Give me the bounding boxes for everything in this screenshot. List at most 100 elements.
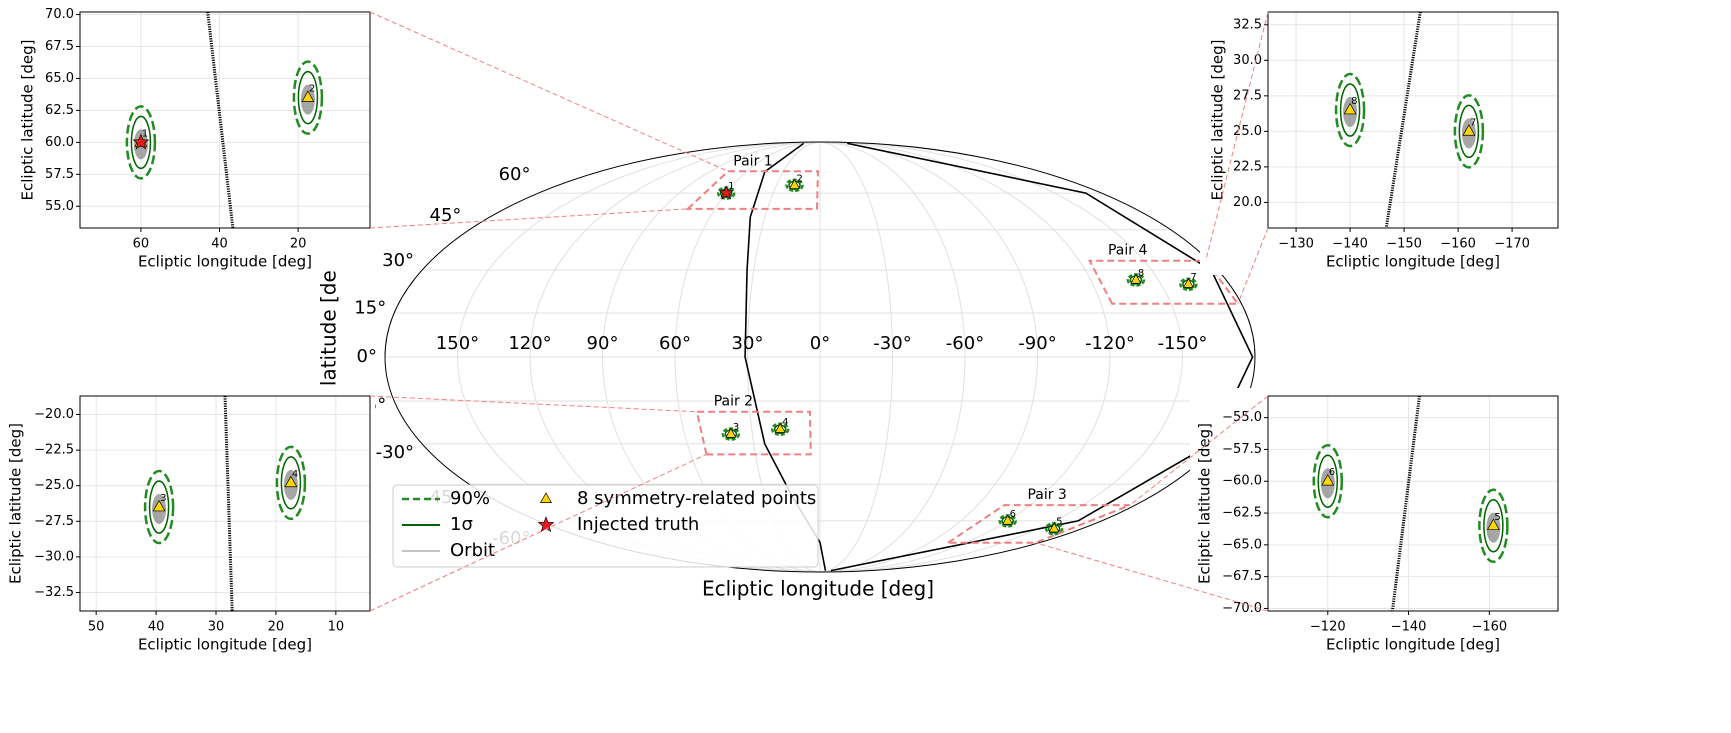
zoom-box (695, 410, 812, 456)
x-tick-label: −160 (1471, 620, 1507, 635)
orbit-line (1390, 396, 1421, 611)
point-marker (1343, 102, 1357, 115)
legend-label: 1σ (450, 514, 473, 535)
contour-90 (292, 60, 324, 135)
y-tick-label: 27.5 (1233, 88, 1262, 103)
grid-line (819, 141, 1039, 573)
zoom-connector (1237, 227, 1269, 304)
contour-1sigma (130, 115, 152, 170)
inset-background (0, 0, 375, 270)
inset-frame (79, 395, 371, 612)
point-label: 2 (797, 173, 803, 184)
legend: 90% 1σ Orbit 8 symmetry-related points Injec… (392, 484, 819, 568)
x-tick-label: 0° (810, 333, 830, 354)
point-label: 1 (728, 181, 734, 192)
legend-swatch (540, 492, 552, 503)
zoom-connector (1035, 542, 1269, 612)
point-label: 4 (292, 469, 298, 480)
point-marker (774, 422, 786, 433)
point-label: 8 (1138, 268, 1144, 279)
truth-marker (718, 185, 734, 200)
contour-90 (1453, 94, 1485, 169)
inset-frame (1267, 395, 1559, 612)
legend-label: 90% (450, 488, 490, 509)
x-axis-label: Ecliptic longitude [deg] (1326, 636, 1500, 654)
contour-90 (143, 469, 175, 545)
contour-90 (1334, 72, 1366, 148)
inset-background (1190, 388, 1731, 733)
y-tick-label: −67.5 (1222, 569, 1262, 584)
x-tick-label: -30° (873, 333, 911, 354)
x-tick-label: 20 (290, 237, 307, 252)
x-tick-label: 20 (268, 620, 285, 635)
legend-label: 8 symmetry-related points (577, 488, 816, 509)
y-tick-label: 55.0 (45, 199, 74, 214)
y-tick-label: 0° (357, 346, 377, 367)
y-tick-label: 30.0 (1233, 53, 1262, 68)
point-label: 2 (309, 84, 315, 95)
point-marker (1321, 474, 1335, 486)
x-tick-label: -150° (1158, 333, 1208, 354)
point-label: 7 (1470, 117, 1476, 128)
zoom-connector (369, 208, 688, 229)
y-tick-label: −27.5 (34, 514, 74, 529)
inset-plot: 56 (1268, 396, 1558, 611)
y-axis-label: Ecliptic latitude [deg] (1196, 423, 1214, 584)
y-tick-label: −22.5 (34, 443, 74, 458)
x-tick-label: −140 (1332, 237, 1368, 252)
inset-frame (79, 11, 371, 229)
pair-label: Pair 2 (714, 394, 753, 410)
zoom-box (685, 170, 819, 210)
x-tick-label: -120° (1085, 333, 1135, 354)
y-tick-label: 60° (499, 164, 531, 185)
point-marker (789, 179, 801, 189)
x-tick-label: -90° (1018, 333, 1056, 354)
y-tick-label: 15° (354, 297, 386, 318)
pair-label: Pair 1 (733, 153, 772, 169)
y-axis-label: Ecliptic latitude [deg] (1209, 40, 1227, 201)
point-label: 1 (142, 128, 148, 139)
point-label: 4 (782, 417, 788, 428)
point-marker (1182, 278, 1194, 288)
point-marker (1486, 518, 1500, 531)
inset-plot: 34 (80, 396, 370, 611)
x-axis-label: Ecliptic longitude [deg] (138, 253, 312, 271)
y-tick-label: 22.5 (1233, 159, 1262, 174)
point-marker (1002, 514, 1014, 525)
contour-1sigma (297, 70, 319, 125)
x-tick-label: 120° (508, 333, 551, 354)
map-boundary (384, 141, 1256, 573)
y-tick-label: 32.5 (1233, 17, 1262, 32)
x-tick-label: −130 (1278, 237, 1314, 252)
x-tick-label: 150° (436, 333, 479, 354)
y-tick-label: 45° (430, 205, 462, 226)
x-tick-label: -60° (946, 333, 984, 354)
x-tick-label: 30° (732, 333, 764, 354)
x-tick-label: −150 (1386, 237, 1422, 252)
x-tick-label: 90° (587, 333, 619, 354)
point-label: 3 (160, 493, 166, 504)
orbit-line (1384, 12, 1422, 228)
contour-1sigma (148, 480, 170, 534)
orbit-line (206, 12, 235, 228)
point-label: 6 (1329, 467, 1335, 478)
point-marker (301, 90, 315, 102)
contour-1sigma (1483, 499, 1504, 553)
zoom-connector (369, 453, 707, 612)
point-label: 3 (733, 422, 739, 433)
x-tick-label: −140 (1391, 620, 1427, 635)
inset-panel: 78−130 −140 −150 −160 −17020.022.525.027.530… (1200, 0, 1731, 275)
zoom-box (944, 504, 1131, 544)
x-axis-label: Ecliptic longitude [deg] (702, 577, 934, 601)
inset-background (0, 388, 375, 733)
contour-1sigma (1339, 83, 1361, 137)
contour-90 (275, 445, 307, 521)
contour-90 (1312, 443, 1344, 519)
point-marker (1130, 273, 1142, 284)
contour-90 (125, 105, 157, 180)
legend-label: Injected truth (577, 514, 699, 535)
truth-marker (132, 133, 150, 150)
contour-90 (1478, 488, 1509, 564)
y-tick-label: 70.0 (45, 7, 74, 22)
